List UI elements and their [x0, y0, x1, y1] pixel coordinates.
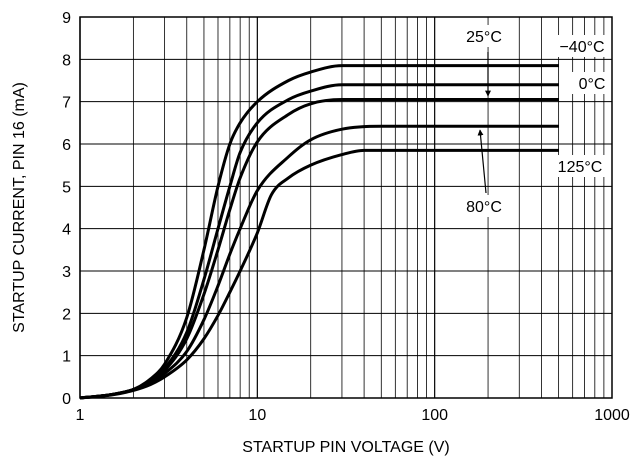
- series-label-minus40: −40°C: [559, 39, 604, 56]
- series-label-0: 0°C: [579, 76, 606, 93]
- x-tick-label: 1000: [594, 407, 630, 424]
- y-tick-label: 3: [62, 264, 71, 281]
- y-tick-label: 0: [62, 391, 71, 408]
- x-axis-title: STARTUP PIN VOLTAGE (V): [242, 439, 449, 456]
- y-tick-label: 2: [62, 306, 71, 323]
- y-tick-label: 5: [62, 179, 71, 196]
- series-label-minus40-bg: [549, 35, 615, 57]
- y-tick-label: 9: [62, 10, 71, 27]
- y-tick-label: 1: [62, 349, 71, 366]
- y-tick-labels: 0 1 2 3 4 5 6 7 8 9: [62, 10, 71, 408]
- y-axis-title: STARTUP CURRENT, PIN 16 (mA): [11, 82, 28, 333]
- series-label-80: 80°C: [466, 199, 502, 216]
- y-tick-label: 4: [62, 222, 71, 239]
- y-tick-label: 8: [62, 52, 71, 69]
- series-label-25-bg: [457, 25, 511, 47]
- grid: [79, 17, 612, 398]
- y-tick-label: 7: [62, 95, 71, 112]
- series-line-0: [79, 64, 559, 400]
- series-label-80-bg: [457, 195, 511, 217]
- x-tick-label: 1: [76, 407, 85, 424]
- series-line-3: [79, 124, 559, 400]
- x-tick-label: 10: [248, 407, 266, 424]
- series-line-4: [79, 148, 559, 400]
- curves: [79, 64, 559, 400]
- series-label-125: 125°C: [558, 159, 603, 176]
- plot-frame: [79, 16, 613, 399]
- annotations: −40°C 0°C 125°C 25°C 80°C: [457, 25, 615, 217]
- arrow-80: [477, 129, 487, 194]
- series-line-1: [79, 83, 559, 400]
- series-label-125-bg: [547, 155, 613, 177]
- x-tick-label: 100: [421, 407, 448, 424]
- series-label-0-bg: [571, 72, 613, 94]
- x-tick-labels: 1 10 100 1000: [76, 407, 630, 424]
- series-label-25: 25°C: [466, 29, 502, 46]
- y-tick-label: 6: [62, 137, 71, 154]
